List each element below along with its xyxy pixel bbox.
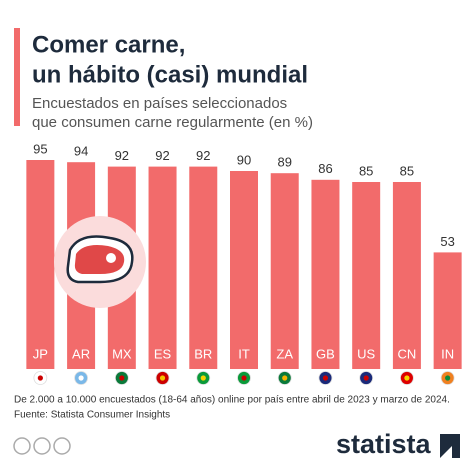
value-label: 53 bbox=[440, 234, 454, 249]
x-tick-label: GB bbox=[316, 346, 335, 361]
bar bbox=[392, 182, 421, 369]
logo: statista bbox=[336, 429, 432, 459]
value-label: 95 bbox=[33, 141, 47, 156]
x-tick-label: ZA bbox=[276, 346, 293, 361]
value-label: 85 bbox=[359, 163, 373, 178]
x-tick-label: IT bbox=[238, 346, 250, 361]
bar bbox=[189, 166, 218, 369]
footnote: De 2.000 a 10.000 encuestados (18-64 año… bbox=[14, 395, 450, 406]
x-tick-label: JP bbox=[33, 346, 48, 361]
flag-detail bbox=[363, 375, 369, 381]
bar bbox=[26, 160, 55, 369]
x-tick-label: CN bbox=[398, 346, 417, 361]
value-label: 92 bbox=[196, 148, 210, 163]
bar bbox=[230, 171, 258, 369]
x-tick-label: MX bbox=[112, 346, 132, 361]
value-label: 92 bbox=[155, 148, 169, 163]
bar bbox=[270, 173, 299, 369]
bar bbox=[311, 179, 340, 369]
flag-detail bbox=[200, 375, 206, 381]
license-icons bbox=[13, 437, 71, 455]
value-label: 92 bbox=[115, 148, 129, 163]
flag-detail bbox=[78, 375, 84, 381]
flag-detail bbox=[241, 375, 247, 381]
chart-title: un hábito (casi) mundial bbox=[32, 61, 308, 88]
chart-title: Comer carne, bbox=[32, 31, 185, 58]
bar bbox=[148, 166, 177, 369]
flag-detail bbox=[282, 375, 288, 381]
value-label: 89 bbox=[277, 155, 291, 170]
bar bbox=[433, 252, 462, 369]
flag-detail bbox=[159, 375, 166, 381]
flag-detail bbox=[322, 375, 329, 381]
chart-subtitle: que consumen carne regularmente (en %) bbox=[32, 114, 313, 131]
x-tick-label: IN bbox=[441, 346, 454, 361]
meat-icon bbox=[54, 216, 146, 308]
flag-detail bbox=[119, 375, 125, 381]
flag-detail bbox=[445, 375, 451, 381]
value-label: 86 bbox=[318, 161, 332, 176]
x-tick-label: ES bbox=[154, 346, 172, 361]
value-label: 94 bbox=[74, 144, 88, 159]
value-label: 85 bbox=[400, 163, 414, 178]
chart-subtitle: Encuestados en países seleccionados bbox=[32, 95, 287, 112]
value-label: 90 bbox=[237, 152, 251, 167]
flag-detail bbox=[404, 375, 410, 381]
x-tick-label: AR bbox=[72, 346, 90, 361]
logo-icon bbox=[440, 434, 460, 458]
x-tick-label: US bbox=[357, 346, 375, 361]
source: Fuente: Statista Consumer Insights bbox=[14, 410, 170, 421]
flag-detail bbox=[37, 375, 43, 381]
bar bbox=[352, 182, 381, 369]
x-tick-label: BR bbox=[194, 346, 212, 361]
accent-bar bbox=[14, 28, 20, 126]
